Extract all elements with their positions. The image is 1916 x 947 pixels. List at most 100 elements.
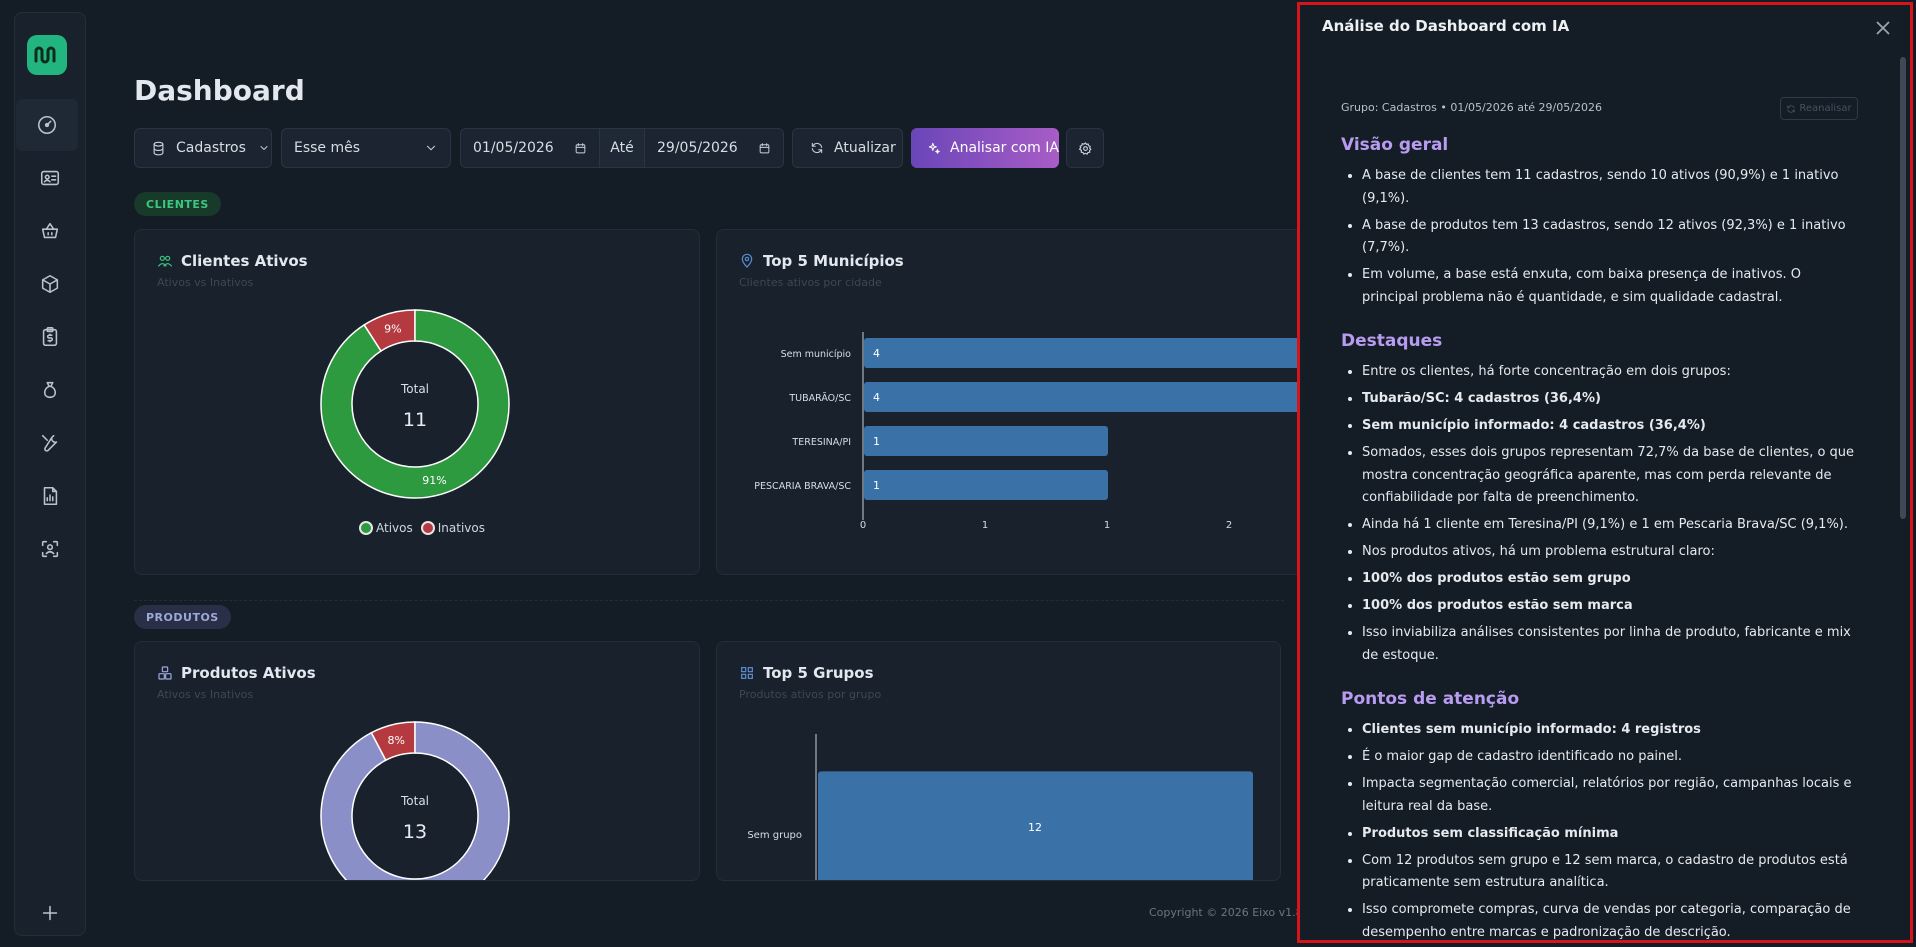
gear-icon — [1078, 141, 1091, 155]
ai-section-heading: Visão geral — [1341, 135, 1449, 155]
bar[interactable] — [818, 771, 1253, 881]
category-label: PESCARIA BRAVA/SC — [754, 481, 851, 492]
refresh-button[interactable]: Atualizar — [792, 128, 903, 168]
sidebar-item-products[interactable] — [15, 258, 85, 310]
donut-data-label: 8% — [387, 734, 404, 747]
reanalyze-button[interactable]: Reanalisar — [1780, 97, 1858, 120]
ai-section-heading: Destaques — [1341, 331, 1443, 351]
donut-data-label: 91% — [422, 474, 446, 487]
card-title-text: Clientes Ativos — [181, 252, 308, 270]
ai-list-item: Ainda há 1 cliente em Teresina/PI (9,1%)… — [1362, 514, 1861, 537]
ai-list-item: Nos produtos ativos, há um problema estr… — [1362, 541, 1861, 564]
legend-label: Inativos — [437, 521, 485, 535]
close-icon — [1876, 21, 1890, 35]
sidebar-item-reports[interactable] — [15, 470, 85, 522]
sidebar-item-clients[interactable] — [15, 152, 85, 204]
ai-list-item: Somados, esses dois grupos representam 7… — [1362, 442, 1861, 510]
card-top-cities: Top 5 Municípios Clientes ativos por cid… — [716, 229, 1297, 575]
date-range: 01/05/2026 Até 29/05/2026 — [460, 128, 784, 168]
page-title: Dashboard — [134, 74, 305, 107]
bar-value-label: 1 — [873, 435, 880, 448]
bar[interactable] — [864, 426, 1108, 456]
ai-list-item: Produtos sem classificação mínima — [1362, 823, 1861, 846]
analyze-ai-label: Analisar com IA — [950, 140, 1059, 156]
face-scan-icon — [41, 540, 59, 558]
x-tick-label: 0 — [860, 520, 866, 531]
calendar-icon — [759, 142, 770, 153]
donut-chart-clients: 9% 91% — [320, 309, 510, 499]
bar[interactable] — [864, 338, 1297, 368]
ai-list-item: Entre os clientes, há forte concentração… — [1362, 361, 1861, 384]
card-subtitle: Produtos ativos por grupo — [739, 688, 882, 701]
sparkles-icon — [928, 142, 940, 154]
sidebar-item-tools[interactable] — [15, 417, 85, 469]
database-icon — [153, 141, 164, 155]
legend-label: Ativos — [376, 521, 413, 535]
card-clients-active: Clientes Ativos Ativos vs Inativos 9% 91%… — [134, 229, 700, 575]
scrollbar-thumb[interactable] — [1900, 57, 1906, 519]
donut-chart-products: 8% — [320, 721, 510, 881]
group-select-value: Cadastros — [176, 140, 246, 156]
logo-wave-icon — [34, 46, 56, 64]
ai-panel-meta: Grupo: Cadastros • 01/05/2026 até 29/05/… — [1341, 101, 1602, 114]
card-subtitle: Ativos vs Inativos — [157, 276, 254, 289]
x-tick-label: 1 — [1104, 520, 1110, 531]
chevron-down-icon — [260, 146, 268, 150]
card-top-groups: Top 5 Grupos Produtos ativos por grupo 1… — [716, 641, 1281, 881]
period-select[interactable]: Esse mês — [281, 128, 451, 168]
ai-list-item: Com 12 produtos sem grupo e 12 sem marca… — [1362, 850, 1861, 895]
sidebar-item-money[interactable] — [15, 364, 85, 416]
ai-list-item: Em volume, a base está enxuta, com baixa… — [1362, 264, 1861, 309]
card-title-text: Produtos Ativos — [181, 664, 316, 682]
donut-data-label: 9% — [384, 323, 401, 336]
category-label: TUBARÃO/SC — [788, 393, 851, 404]
donut-slice-ativos[interactable] — [320, 309, 510, 499]
date-from-value: 01/05/2026 — [473, 140, 554, 156]
wrench-icon — [41, 434, 58, 452]
card-products-active: Produtos Ativos Ativos vs Inativos 8% To… — [134, 641, 700, 881]
x-tick-label: 1 — [982, 520, 988, 531]
analyze-ai-button[interactable]: Analisar com IA — [911, 128, 1059, 168]
bar[interactable] — [864, 470, 1108, 500]
reanalyze-label: Reanalisar — [1799, 103, 1852, 114]
bar-chart-cities: 4 Sem município 4 TUBARÃO/SC 1 TERESINA/PI 1 PE… — [754, 332, 1297, 531]
ai-analysis-panel: Análise do Dashboard com IA Grupo: Cadas… — [1297, 2, 1913, 943]
bar-value-label: 4 — [873, 391, 880, 404]
sidebar-item-finance[interactable] — [15, 311, 85, 363]
card-subtitle: Ativos vs Inativos — [157, 688, 254, 701]
ai-list-item: Impacta segmentação comercial, relatório… — [1362, 773, 1861, 818]
app-logo[interactable] — [27, 35, 67, 75]
clipboard-dollar-icon — [42, 327, 58, 347]
card-title: Clientes Ativos — [157, 252, 308, 270]
bar[interactable] — [864, 382, 1297, 412]
category-label: TERESINA/PI — [791, 437, 851, 448]
sidebar-item-users[interactable] — [15, 523, 85, 575]
ai-list-item: Isso inviabiliza análises consistentes p… — [1362, 622, 1861, 667]
donut-total-label: Total — [400, 794, 430, 808]
ai-list-item: 100% dos produtos estão sem marca — [1362, 595, 1861, 618]
ai-list-item: Tubarão/SC: 4 cadastros (36,4%) — [1362, 388, 1861, 411]
calendar-icon — [575, 142, 586, 153]
map-pin-icon — [741, 253, 753, 268]
legend-item-inactive[interactable]: Inativos — [420, 521, 485, 535]
donut-slice-ativos[interactable] — [320, 721, 510, 881]
sidebar-item-sales[interactable] — [15, 205, 85, 257]
date-to-field[interactable]: 29/05/2026 — [645, 140, 783, 156]
sidebar-item-dashboard[interactable] — [16, 99, 78, 151]
settings-button[interactable] — [1066, 128, 1104, 168]
ai-list-item: 100% dos produtos estão sem grupo — [1362, 568, 1861, 591]
close-button[interactable] — [1874, 19, 1892, 37]
date-from-field[interactable]: 01/05/2026 — [461, 129, 600, 167]
category-label: Sem grupo — [747, 830, 802, 841]
group-select[interactable]: Cadastros — [134, 128, 272, 168]
ai-list-item: Clientes sem município informado: 4 regi… — [1362, 719, 1861, 742]
sidebar-add-button[interactable] — [15, 887, 85, 939]
legend: Ativos Inativos — [359, 521, 485, 535]
ai-section-heading: Pontos de atenção — [1341, 689, 1520, 709]
money-bag-icon — [43, 381, 57, 399]
legend-item-active[interactable]: Ativos — [359, 521, 413, 535]
card-title: Top 5 Grupos — [739, 664, 874, 682]
report-icon — [43, 486, 58, 506]
ai-list-item: Sem município informado: 4 cadastros (36… — [1362, 415, 1861, 438]
ai-list-item: É o maior gap de cadastro identificado n… — [1362, 746, 1861, 769]
